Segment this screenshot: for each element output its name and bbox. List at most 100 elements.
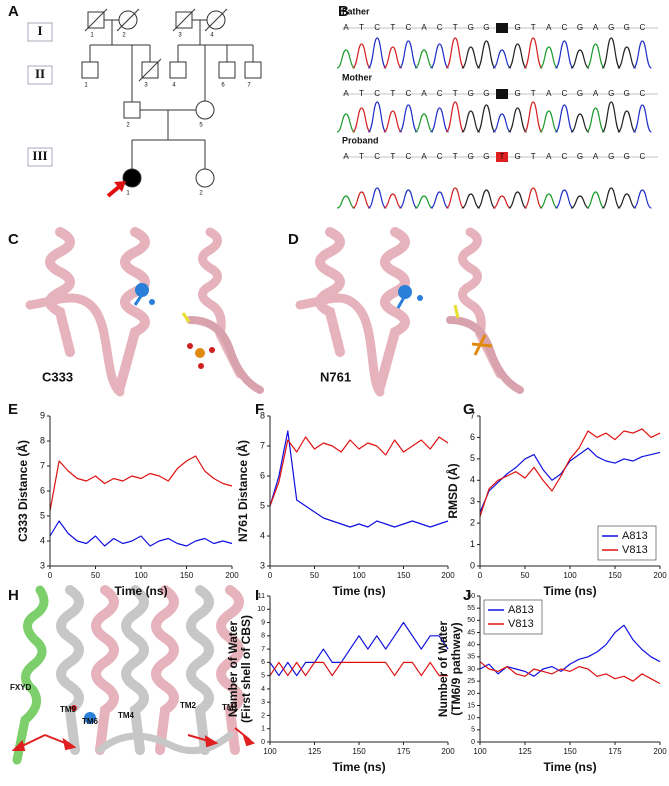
series-line: [49, 455, 233, 512]
male-symbol: [81, 61, 99, 79]
y-axis-label: (TM6/9 pathway): [449, 622, 463, 715]
structure-h: [11, 585, 256, 765]
chromatogram-peak: [383, 110, 403, 133]
y-tick-label: 60: [467, 593, 475, 600]
generation-label: I: [37, 23, 42, 38]
variant-highlight: [496, 152, 508, 162]
base-letter: G: [468, 23, 474, 32]
panel-label: A: [8, 3, 19, 20]
base-letter: C: [562, 23, 568, 32]
series-line: [479, 661, 661, 685]
series-line: [269, 621, 449, 677]
chromatogram-peak: [461, 110, 481, 133]
chromatogram-peak: [445, 101, 465, 133]
base-letter: A: [546, 152, 552, 161]
y-tick-label: 6: [261, 659, 265, 666]
y-tick-label: 9: [261, 619, 265, 626]
structure-d: [295, 227, 524, 397]
chromatogram-peak: [508, 191, 527, 209]
chromatogram-peak: [492, 195, 512, 209]
chromatogram-peak: [430, 191, 449, 209]
chromatogram-peak: [601, 101, 621, 133]
base-letter: A: [421, 152, 427, 161]
panel-label: B: [338, 3, 349, 20]
chromatogram-peak: [586, 191, 605, 209]
panel-label: C: [8, 231, 19, 248]
member-number: 2: [122, 33, 126, 39]
y-tick-label: 50: [467, 617, 475, 624]
base-letter: T: [531, 23, 536, 32]
base-letter: T: [390, 89, 395, 98]
y-tick-label: 9: [40, 410, 45, 420]
y-tick-label: 7: [40, 460, 45, 470]
member-number: 3: [144, 83, 148, 89]
variant-highlight: [496, 89, 508, 99]
x-tick-label: 125: [308, 747, 322, 756]
legend-box: [483, 599, 543, 635]
base-letter: G: [514, 152, 520, 161]
trace-name: Mother: [342, 72, 372, 82]
y-tick-label: 45: [467, 629, 475, 636]
y-tick-label: 7: [261, 646, 265, 653]
y-tick-label: 5: [470, 453, 475, 463]
chromatogram-peak: [352, 191, 371, 209]
base-letter: C: [406, 89, 412, 98]
base-letter: T: [359, 152, 364, 161]
chromatogram-peak: [570, 195, 590, 209]
x-axis-label: Time (ns): [332, 584, 385, 598]
base-letter: C: [374, 152, 380, 161]
series-line: [479, 428, 661, 517]
chromatogram-peak: [445, 187, 465, 209]
member-number: 7: [247, 83, 251, 89]
y-tick-label: 3: [260, 560, 265, 570]
helix-label: TM9: [60, 705, 77, 714]
y-tick-label: 2: [261, 712, 265, 719]
base-letter: G: [483, 152, 489, 161]
trace-name: Proband: [342, 135, 379, 145]
proband-arrowhead: [114, 181, 126, 192]
base-letter: T: [453, 152, 458, 161]
y-tick-label: 4: [261, 686, 265, 693]
x-tick-label: 50: [91, 571, 100, 580]
chromatogram-peak: [586, 43, 605, 69]
generation-box: [27, 147, 53, 167]
series-line: [49, 520, 233, 547]
proband-arrow: [106, 184, 122, 198]
chromatogram-peak: [601, 37, 621, 69]
member-number: 1: [84, 83, 88, 89]
base-letter: C: [374, 89, 380, 98]
base-letter: T: [359, 23, 364, 32]
y-tick-label: 3: [261, 699, 265, 706]
chromatogram-peak: [570, 113, 590, 133]
y-tick-label: 8: [40, 435, 45, 445]
panel-label: G: [463, 401, 475, 418]
legend-box: [597, 525, 657, 561]
y-tick-label: 6: [470, 432, 475, 442]
x-tick-label: 100: [352, 571, 366, 580]
chromatogram-peak: [555, 40, 574, 69]
chromatogram-peak: [523, 37, 543, 69]
male-symbol: [244, 61, 262, 79]
member-number: 4: [172, 83, 176, 89]
male-symbol: [123, 101, 141, 119]
residue-label: C333: [42, 369, 73, 384]
helix-label: TM6: [82, 717, 99, 726]
y-tick-label: 1: [261, 726, 265, 733]
x-tick-label: 200: [653, 747, 667, 756]
base-letter: G: [577, 89, 583, 98]
structure-c: [25, 227, 264, 397]
base-letter: A: [546, 89, 552, 98]
base-letter: T: [390, 152, 395, 161]
member-number: 2: [126, 123, 130, 129]
y-axis-label: N761 Distance (Å): [235, 440, 250, 542]
chromatogram-peak: [383, 193, 402, 209]
y-tick-label: 0: [471, 739, 475, 746]
x-tick-label: 100: [563, 571, 577, 580]
y-tick-label: 11: [258, 593, 265, 600]
chromatogram-peak: [367, 37, 387, 69]
panel-label: E: [8, 401, 18, 418]
base-letter: G: [624, 152, 630, 161]
base-letter: G: [468, 152, 474, 161]
series-line: [479, 624, 661, 677]
